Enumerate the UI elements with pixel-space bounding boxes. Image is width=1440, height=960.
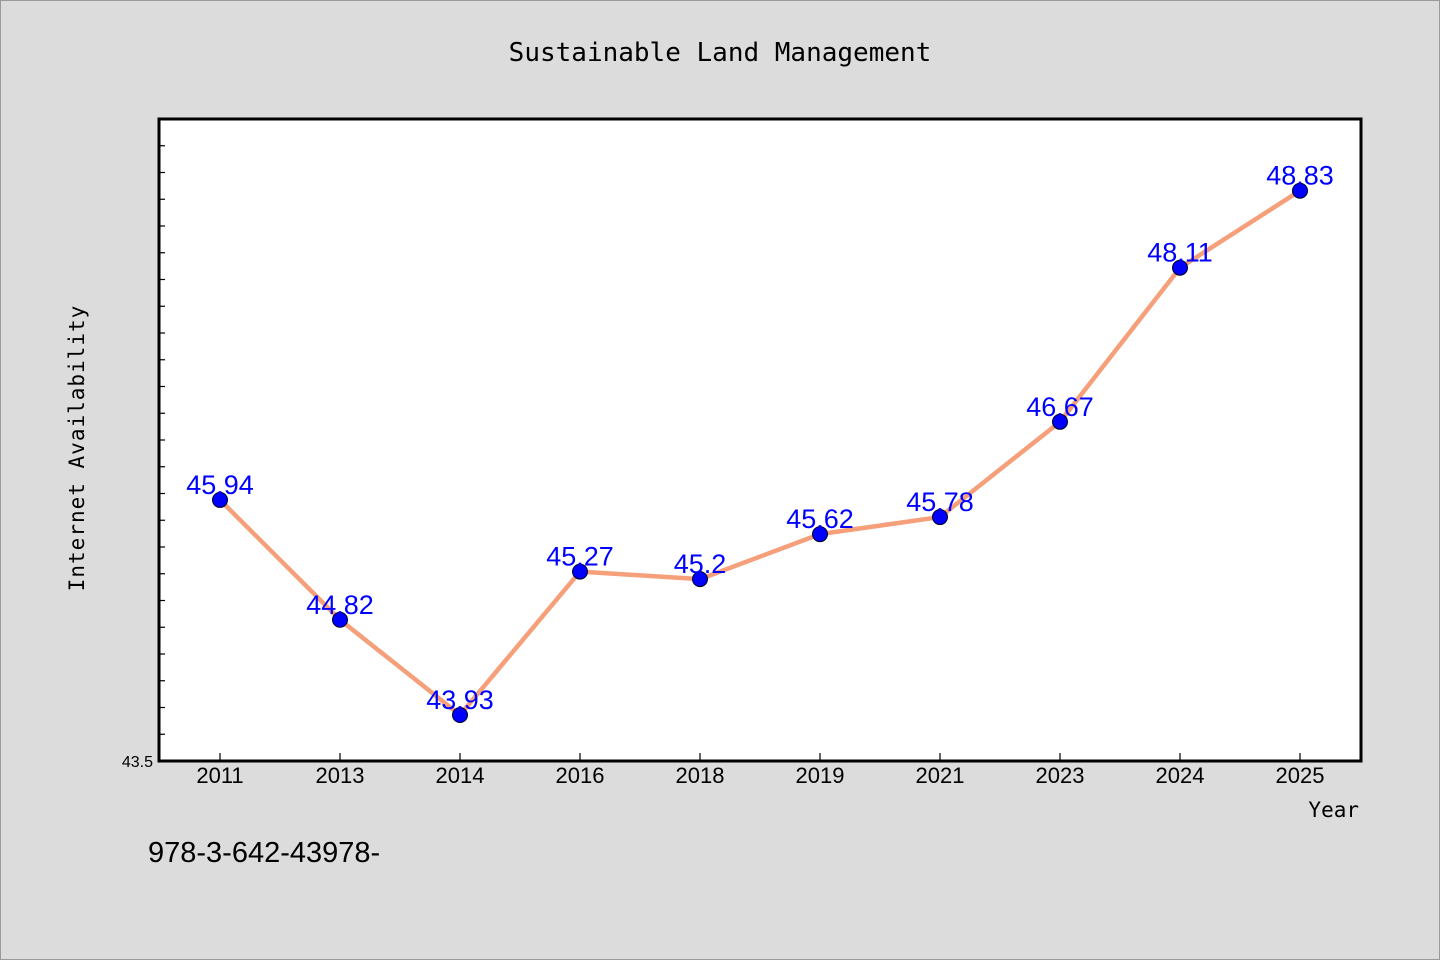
x-tick-label: 2018 <box>676 763 725 788</box>
x-tick-label: 2019 <box>796 763 845 788</box>
x-tick-label: 2016 <box>556 763 605 788</box>
y-axis-label: Internet Availability <box>65 305 89 592</box>
data-point <box>932 509 948 526</box>
x-tick-label: 2011 <box>196 763 243 788</box>
data-label: 48.11 <box>1147 238 1213 268</box>
x-tick-label: 2013 <box>316 763 365 788</box>
data-label: 45.2 <box>674 549 727 579</box>
data-point <box>1052 413 1068 430</box>
series-line-group <box>217 188 1303 718</box>
markers-group <box>212 182 1308 723</box>
data-point <box>1292 182 1308 199</box>
data-label: 46.67 <box>1026 392 1094 422</box>
data-point <box>812 526 828 543</box>
chart-title: Sustainable Land Management <box>509 38 932 68</box>
x-tick-label: 2025 <box>1276 763 1325 788</box>
footer-code: 978-3-642-43978- <box>148 837 380 869</box>
plot-area <box>157 117 1363 763</box>
y-axis-ticks: 43.5 <box>122 145 165 771</box>
data-label: 43.93 <box>426 685 494 715</box>
x-tick-label: 2014 <box>436 763 485 788</box>
series-line <box>217 188 1303 718</box>
data-label: 45.62 <box>786 504 854 534</box>
x-tick-label: 2021 <box>916 763 965 788</box>
data-label: 45.78 <box>906 487 974 517</box>
x-tick-label: 2023 <box>1036 763 1085 788</box>
data-point <box>572 563 588 580</box>
y-tick-label: 43.5 <box>122 754 153 771</box>
data-point <box>1172 259 1188 276</box>
x-axis-ticks: 2011 2013 2014 2016 2018 2019 2021 2023 2024 2025 <box>196 753 1324 788</box>
data-label: 45.94 <box>186 470 254 500</box>
data-label: 48.83 <box>1266 161 1334 191</box>
data-label: 45.27 <box>546 542 614 572</box>
data-labels-group: 45.94 44.82 43.93 45.27 45.2 45.62 45.78 46.67 4… <box>186 161 1334 715</box>
x-tick-label: 2024 <box>1156 763 1205 788</box>
data-label: 44.82 <box>306 590 374 620</box>
x-axis-label: Year <box>1308 798 1359 822</box>
data-point <box>452 706 468 723</box>
data-point <box>692 571 708 588</box>
data-point <box>332 611 348 628</box>
data-point <box>212 491 228 508</box>
